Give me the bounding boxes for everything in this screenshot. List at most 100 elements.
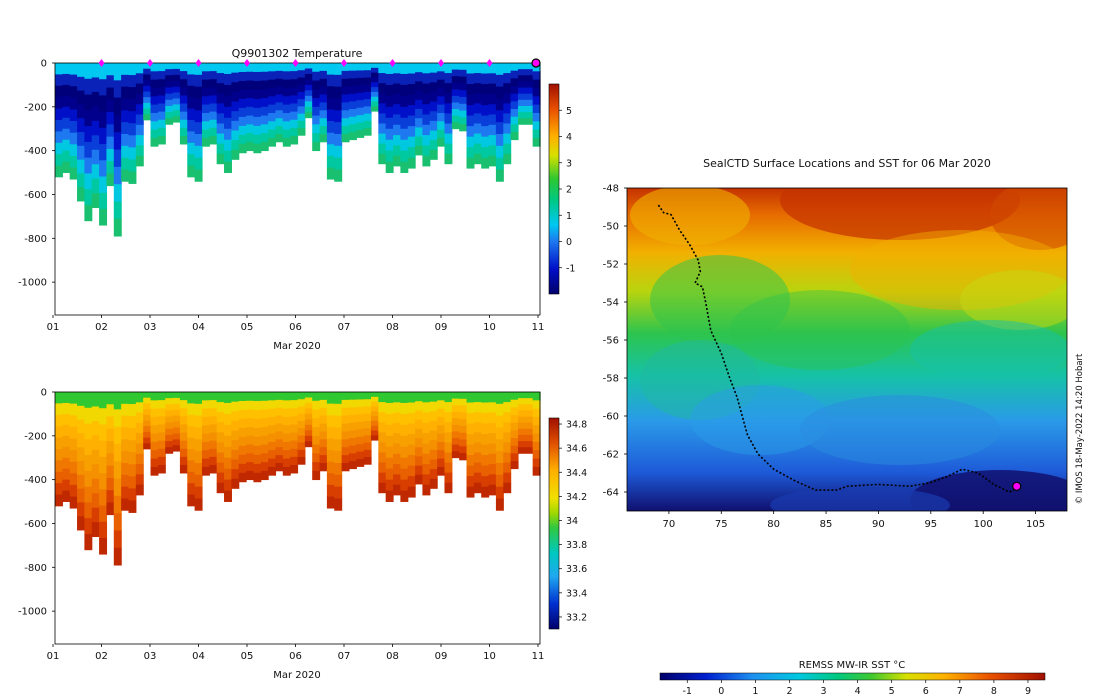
temperature-profile-cell xyxy=(466,94,475,106)
temperature-profile-cell xyxy=(525,63,534,70)
map-y-tick-label: -52 xyxy=(603,260,619,271)
temperature-profile xyxy=(356,63,365,138)
salinity-profile-cell xyxy=(253,436,262,447)
salinity-profile-cell xyxy=(437,425,446,435)
salinity-profile-cell xyxy=(488,443,497,455)
salinity-profile-cell xyxy=(510,445,519,454)
temperature-profile-cell xyxy=(334,169,343,182)
temperature-profile-cell xyxy=(415,109,424,119)
temperature-x-tick-label: 10 xyxy=(483,322,496,333)
temperature-x-tick-label: 11 xyxy=(532,322,545,333)
temperature-profile-cell xyxy=(415,127,424,138)
salinity-profile-cell xyxy=(400,392,409,404)
salinity-profile-cell xyxy=(415,410,424,421)
salinity-profile-cell xyxy=(495,439,504,452)
temperature-profile xyxy=(473,63,482,165)
salinity-profile-cell xyxy=(165,441,174,448)
temperature-profile-cell xyxy=(334,145,343,159)
temperature-profile-cell xyxy=(356,85,365,94)
salinity-profile-cell xyxy=(238,436,247,447)
temperature-profile-cell xyxy=(121,157,130,170)
salinity-profile-cell xyxy=(517,416,526,424)
salinity-y-tick-label: -800 xyxy=(24,563,47,574)
temperature-profile-cell xyxy=(525,75,534,82)
temperature-profile-cell xyxy=(201,112,210,122)
temperature-profile-cell xyxy=(62,63,71,75)
temperature-profile-cell xyxy=(510,86,519,95)
temperature-profile-cell xyxy=(304,106,313,113)
temperature-profile xyxy=(253,63,262,154)
temperature-profile-cell xyxy=(319,102,328,111)
temperature-plot-area xyxy=(55,63,541,237)
temperature-profile-cell xyxy=(297,99,306,107)
temperature-profile-cell xyxy=(312,71,321,81)
temperature-profile-cell xyxy=(370,91,379,98)
map-x-tick-label: 105 xyxy=(1026,519,1045,530)
temperature-profile-cell xyxy=(165,69,174,76)
temperature-profile-cell xyxy=(135,145,144,157)
temperature-profile-cell xyxy=(77,187,85,202)
salinity-profile xyxy=(150,392,159,476)
salinity-profile-cell xyxy=(106,416,115,430)
salinity-profile xyxy=(290,392,299,474)
salinity-profile-cell xyxy=(495,415,504,428)
salinity-profile xyxy=(407,392,416,498)
salinity-profile-cell xyxy=(143,443,152,450)
temperature-profile-cell xyxy=(84,126,93,143)
salinity-profile-cell xyxy=(400,457,409,470)
salinity-profile-cell xyxy=(246,400,255,410)
salinity-profile xyxy=(312,392,321,481)
salinity-profile-cell xyxy=(488,412,497,424)
temperature-profile-cell xyxy=(275,134,284,143)
temperature-profile-cell xyxy=(363,63,372,71)
salinity-profile-cell xyxy=(238,445,247,456)
temperature-profile-cell xyxy=(495,86,504,99)
temperature-profile-cell xyxy=(282,104,291,114)
salinity-profile xyxy=(253,392,262,483)
temperature-profile-cell xyxy=(165,118,174,125)
salinity-profile-cell xyxy=(99,440,108,458)
map-x-ticks: 70 75 80 85 90 95 100 105 xyxy=(663,511,1045,530)
salinity-profile-cell xyxy=(282,408,291,418)
salinity-profile-cell xyxy=(150,392,159,401)
temperature-profile-cell xyxy=(194,110,203,123)
temperature-profile-cell xyxy=(77,132,85,147)
temperature-profile-cell xyxy=(334,157,343,170)
salinity-profile-cell xyxy=(77,419,85,434)
salinity-profile-cell xyxy=(238,427,247,438)
salinity-profile-cell xyxy=(385,446,394,459)
temperature-profile xyxy=(238,63,247,154)
map-colorbar-tick-label: 4 xyxy=(855,686,861,697)
salinity-colorbar-tick-label: 33.4 xyxy=(566,588,587,599)
salinity-profile-cell xyxy=(481,413,490,424)
temperature-profile-cell xyxy=(393,124,401,136)
temperature-profile-cell xyxy=(91,120,100,136)
salinity-profile-cell xyxy=(91,507,100,523)
salinity-profile-cell xyxy=(238,472,247,483)
temperature-profile-cell xyxy=(481,63,490,74)
salinity-profile-cell xyxy=(113,478,122,497)
temperature-profile-cell xyxy=(290,71,299,80)
temperature-profile-cell xyxy=(275,70,284,80)
salinity-y-tick-label: -200 xyxy=(24,431,47,442)
temperature-profile xyxy=(172,63,181,123)
salinity-profile-cell xyxy=(451,405,460,413)
map-colorbar-tick-label: 7 xyxy=(957,686,963,697)
temperature-profile-cell xyxy=(187,97,196,109)
salinity-profile-cell xyxy=(517,428,526,436)
salinity-profile-cell xyxy=(238,400,247,411)
temperature-profile-cell xyxy=(466,157,475,169)
salinity-profile-cell xyxy=(209,448,218,458)
temperature-profile-cell xyxy=(393,104,401,115)
salinity-profile-cell xyxy=(113,426,122,445)
temperature-profile-cell xyxy=(91,193,100,209)
salinity-profile-cell xyxy=(282,466,291,476)
salinity-profile-cell xyxy=(201,466,210,476)
salinity-profile-cell xyxy=(157,464,166,474)
temperature-profile-cell xyxy=(187,165,196,178)
temperature-profile-cell xyxy=(319,63,328,72)
salinity-profile-cell xyxy=(481,392,490,403)
temperature-profile-cell xyxy=(378,153,387,165)
temperature-profile-cell xyxy=(91,63,100,78)
temperature-profile-cell xyxy=(378,93,387,104)
